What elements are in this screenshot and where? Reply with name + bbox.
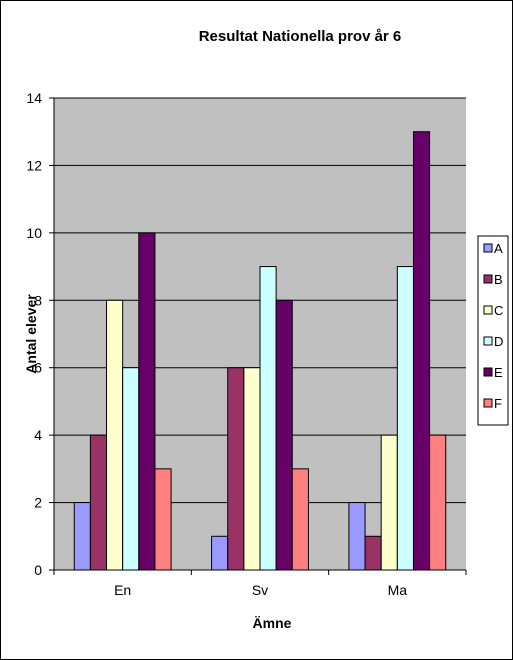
y-tick-label: 0: [34, 562, 42, 578]
legend-box: [477, 235, 509, 426]
bar-d-sv: [259, 266, 277, 571]
bar-a-ma: [348, 502, 366, 571]
bar-b-ma: [364, 535, 382, 571]
legend-swatch: [483, 336, 493, 346]
y-axis-label: Antal elever: [23, 294, 39, 374]
x-tick-label: Ma: [388, 582, 408, 598]
bar-a-sv: [211, 535, 229, 571]
legend-swatch: [483, 274, 493, 284]
legend-swatch: [483, 305, 493, 315]
y-tick-label: 6: [34, 360, 42, 376]
y-tick-label: 2: [34, 495, 42, 511]
bar-d-en: [122, 367, 140, 571]
bar-c-en: [106, 299, 124, 571]
y-tick-label: 10: [26, 225, 42, 241]
bar-e-ma: [412, 131, 431, 571]
legend: A B C D E F: [477, 235, 509, 426]
bars: [73, 131, 447, 571]
legend-label: E: [494, 365, 503, 380]
y-tick-label: 8: [34, 292, 42, 308]
bar-e-sv: [275, 299, 293, 571]
bar-d-ma: [396, 266, 414, 571]
axes: [53, 98, 466, 571]
bar-c-sv: [243, 367, 261, 571]
legend-label: D: [494, 334, 503, 349]
bar-e-en: [138, 232, 156, 571]
x-axis-label: Ämne: [253, 615, 292, 631]
x-tick-label: Sv: [252, 582, 268, 598]
legend-label: B: [494, 272, 503, 287]
y-tick-label: 12: [26, 157, 42, 173]
bar-b-sv: [227, 367, 245, 571]
bar-f-ma: [429, 434, 447, 571]
y-tick-labels: 0 2 4 6 8 10 12 14: [26, 90, 54, 578]
y-tick-label: 14: [26, 90, 42, 106]
bar-c-ma: [380, 434, 398, 571]
bar-a-en: [73, 502, 91, 571]
legend-swatch: [483, 398, 493, 408]
x-tick-label: En: [114, 582, 131, 598]
legend-label: C: [494, 303, 503, 318]
bar-f-en: [154, 468, 172, 571]
y-tick-label: 4: [34, 427, 42, 443]
bar-b-en: [89, 434, 108, 571]
x-tick-labels: En Sv Ma: [53, 570, 467, 598]
chart-title: Resultat Nationella prov år 6: [199, 28, 402, 45]
legend-swatch: [483, 243, 493, 253]
legend-swatch: [483, 367, 493, 377]
legend-label: A: [494, 241, 503, 256]
legend-label: F: [494, 396, 502, 411]
bar-f-sv: [291, 468, 309, 571]
